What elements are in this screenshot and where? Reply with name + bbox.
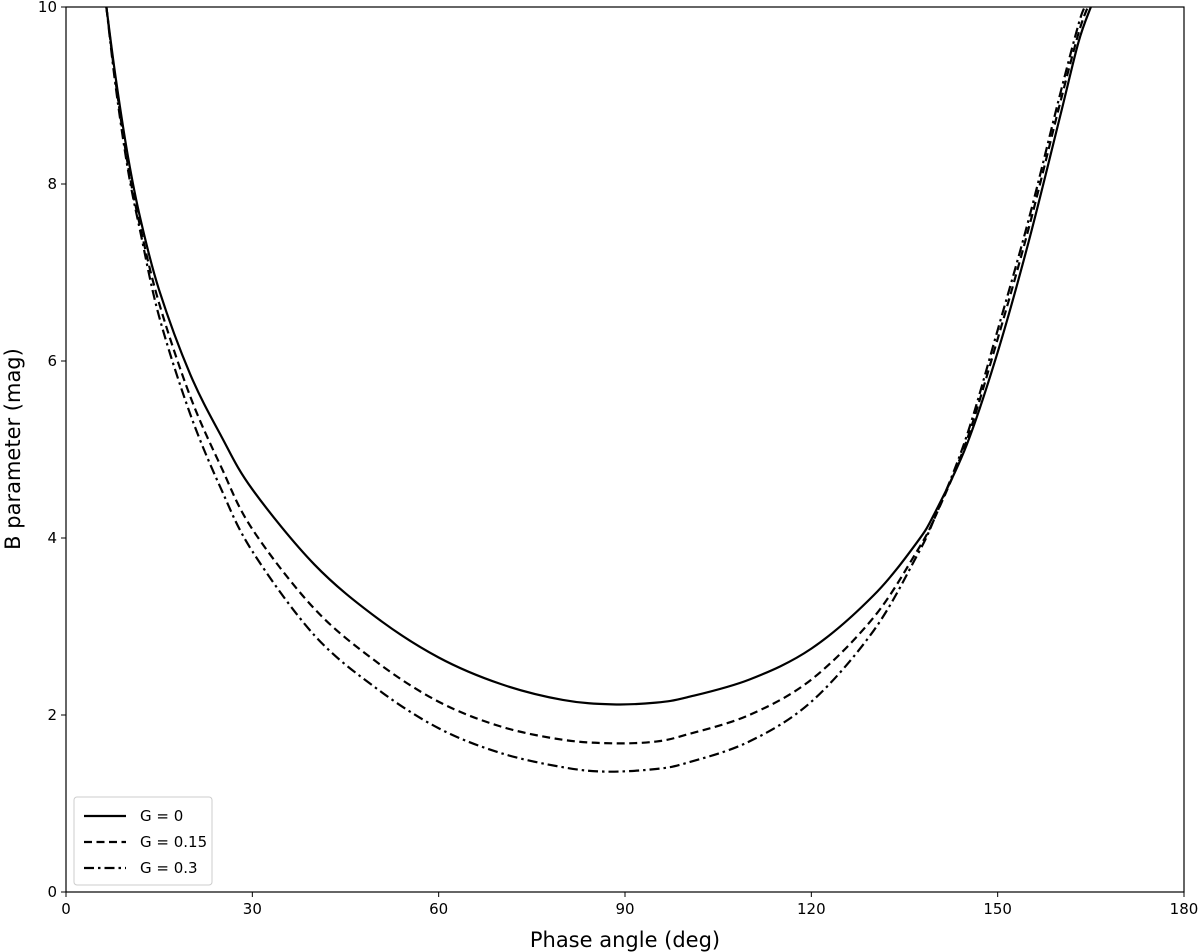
y-tick-label: 4 [47,529,57,547]
x-tick-label: 90 [615,900,634,918]
y-tick-label: 8 [47,175,57,193]
legend-box [73,796,213,886]
y-axis-label: B parameter (mag) [1,348,25,550]
x-tick-label: 120 [797,900,826,918]
y-tick-label: 6 [47,352,57,370]
series-line-1 [105,7,1089,745]
legend-label-g0: G = 0 [140,807,183,825]
x-tick-label: 150 [983,900,1012,918]
series-layer [105,7,1092,773]
x-axis-ticks: 0 30 60 90 120 150 180 [61,892,1198,918]
x-axis-label: Phase angle (deg) [530,928,720,952]
y-tick-label: 10 [38,0,57,16]
y-axis-ticks: 0 2 4 6 8 10 [38,0,66,901]
x-tick-label: 60 [429,900,448,918]
series-line-0 [105,7,1092,706]
x-tick-label: 30 [243,900,262,918]
legend-label-g015: G = 0.15 [140,833,207,851]
y-tick-label: 0 [47,883,57,901]
plot-area [66,7,1184,892]
x-tick-label: 0 [61,900,71,918]
y-tick-label: 2 [47,706,57,724]
x-tick-label: 180 [1170,900,1199,918]
legend: G = 0 G = 0.15 G = 0.3 [73,796,213,886]
legend-label-g03: G = 0.3 [140,859,198,877]
